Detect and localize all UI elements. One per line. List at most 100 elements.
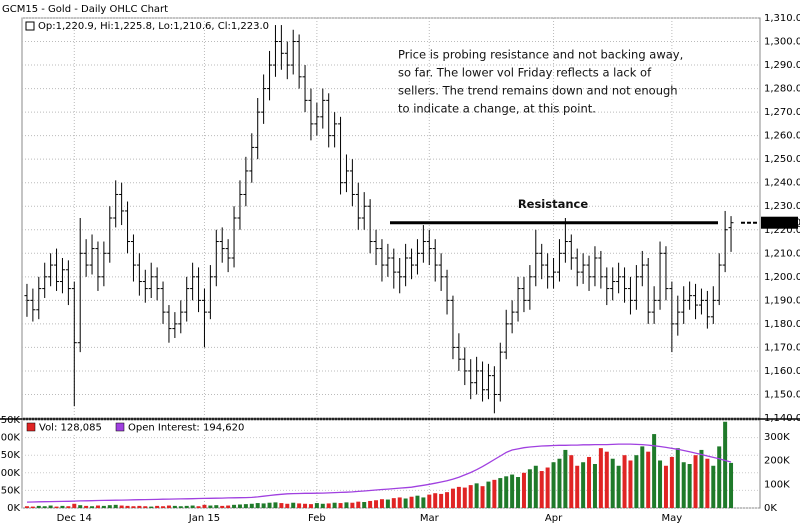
volume-bar <box>60 505 65 508</box>
x-tick-label: Jan 15 <box>188 513 220 524</box>
volume-bar <box>78 505 83 508</box>
volume-bar <box>480 486 485 508</box>
volume-bar <box>510 474 515 508</box>
y-tick-label: 1,210.0 <box>764 248 800 259</box>
volume-bar <box>415 495 420 508</box>
volume-bar <box>492 479 497 508</box>
volume-bar <box>539 471 544 508</box>
legend-label: Open Interest: 194,620 <box>128 423 244 434</box>
volume-bar <box>616 465 621 508</box>
volume-bar <box>628 460 633 508</box>
volume-bar <box>729 462 734 508</box>
volume-bar <box>622 455 627 508</box>
volume-bar <box>184 505 189 508</box>
volume-bar <box>368 500 373 508</box>
volume-bar <box>84 505 89 508</box>
volume-bar <box>486 481 491 508</box>
y2-tick-label: 300K <box>764 432 790 443</box>
volume-bar <box>699 449 704 508</box>
volume-bar <box>291 502 296 508</box>
volume-bar <box>338 503 343 508</box>
volume-bar <box>24 506 29 508</box>
volume-bar <box>66 506 71 508</box>
volume-bar <box>72 503 77 508</box>
volume-bar <box>498 478 503 508</box>
volume-bar <box>445 492 450 508</box>
volume-bar <box>646 451 651 508</box>
volume-bar <box>320 503 325 508</box>
volume-bar <box>397 497 402 508</box>
volume-bar <box>90 506 95 508</box>
legend-swatch <box>115 422 125 432</box>
y-tick-label: 1,160.0 <box>764 366 800 377</box>
x-tick-label: Mar <box>420 513 440 524</box>
volume-bar <box>166 505 171 508</box>
volume-bar <box>598 448 603 508</box>
y2-tick-label: 100K <box>764 479 790 490</box>
volume-bar <box>95 505 100 508</box>
open-interest-line <box>26 443 732 503</box>
volume-bar <box>36 505 41 508</box>
x-tick-label: Apr <box>545 513 563 524</box>
volume-bar <box>54 506 59 508</box>
y-tick-label: 1,260.0 <box>764 131 800 142</box>
x-tick-label: Feb <box>308 513 326 524</box>
volume-bar <box>521 472 526 508</box>
volume-bar <box>474 483 479 508</box>
volume-bar <box>581 462 586 508</box>
volume-bar <box>237 504 242 508</box>
volume-bar <box>101 505 106 508</box>
legend-box <box>24 421 294 433</box>
volume-bar <box>575 465 580 508</box>
volume-bar <box>285 503 290 508</box>
volume-bar <box>462 487 467 508</box>
volume-bar <box>214 505 219 508</box>
volume-bar <box>149 506 154 508</box>
chart-title: GCM15 - Gold - Daily OHLC Chart <box>2 4 168 15</box>
volume-bar <box>332 502 337 508</box>
volume-bar <box>693 455 698 508</box>
y-tick-label: 1,150.0 <box>764 389 800 400</box>
volume-bar <box>178 506 183 508</box>
volume-bar <box>610 458 615 508</box>
volume-bar <box>208 505 213 508</box>
legend-swatch <box>26 422 36 432</box>
volume-bar <box>131 506 136 508</box>
volume-bar <box>374 500 379 508</box>
volume-bar <box>155 505 160 508</box>
volume-bar <box>297 503 302 508</box>
y-tick-label: 1,310.0 <box>764 13 800 24</box>
volume-bar <box>592 464 597 508</box>
y-tick-label: 1,270.0 <box>764 107 800 118</box>
volume-bar <box>468 485 473 508</box>
volume-bar <box>196 506 201 508</box>
volume-bar <box>527 469 532 508</box>
volume-bar <box>587 456 592 508</box>
y-tick-label: 150K <box>0 450 20 461</box>
volume-bar <box>669 456 674 508</box>
volume-bar <box>220 505 225 508</box>
volume-bar <box>433 493 438 508</box>
volume-bar <box>226 505 231 508</box>
x-tick-label: Dec 14 <box>57 513 92 524</box>
volume-bar <box>137 505 142 508</box>
volume-bar <box>403 498 408 508</box>
volume-bar <box>533 465 538 508</box>
y-tick-label: 1,300.0 <box>764 37 800 48</box>
y-tick-label: 1,230.0 <box>764 201 800 212</box>
volume-bar <box>303 503 308 508</box>
y-tick-label: 1,220.0 <box>764 225 800 236</box>
volume-bar <box>161 506 166 508</box>
y-tick-label: 250K <box>0 415 20 426</box>
volume-bar <box>202 504 207 508</box>
volume-bar <box>681 462 686 508</box>
volume-bar <box>705 458 710 508</box>
y-tick-label: 1,280.0 <box>764 84 800 95</box>
volume-bar <box>439 493 444 508</box>
y-tick-label: 1,290.0 <box>764 60 800 71</box>
y-tick-label: 1,190.0 <box>764 295 800 306</box>
legend-icon <box>25 21 35 31</box>
volume-bar <box>243 504 248 508</box>
volume-bar <box>652 434 657 508</box>
volume-bar <box>640 446 645 508</box>
